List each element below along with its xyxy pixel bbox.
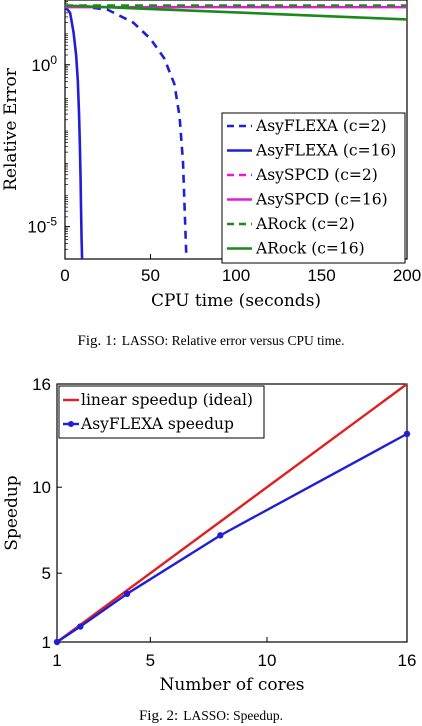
series-1-point [53, 638, 61, 646]
series-line-0 [65, 5, 188, 259]
chart-speedup: 1 5 10 16 1 5 10 16 Number of cores Speedup linear… [2, 375, 417, 695]
legend-label-4: ARock (c=2) [255, 215, 355, 233]
legend-label-1: AsyFLEXA speedup [80, 415, 234, 433]
series-1-point [217, 532, 224, 539]
y-tick-label: 1 [42, 633, 51, 652]
legend-label-2: AsySPCD (c=2) [255, 166, 378, 184]
x-tick-label: 200 [393, 266, 421, 285]
x-tick-label: 150 [307, 266, 335, 285]
x-tick-label: 16 [398, 651, 417, 670]
legend-box [221, 112, 406, 264]
y-tick-label: 16 [32, 375, 51, 394]
chart-relative-error: 0 50 100 150 200 100 10-5 CPU time (seconds) Rel… [1, 0, 421, 311]
legend-label-0: AsyFLEXA (c=2) [255, 117, 387, 135]
x-tick-label: 100 [222, 266, 250, 285]
x-tick-label: 50 [141, 266, 160, 285]
x-tick-label: 10 [258, 651, 277, 670]
legend-label-0: linear speedup (ideal) [81, 391, 253, 409]
x-tick-label: 0 [60, 266, 69, 285]
series-line-1 [65, 5, 84, 259]
x-tick-label: 1 [52, 651, 61, 670]
legend-label-5: ARock (c=16) [255, 240, 365, 258]
caption-fig1-body: LASSO: Relative error versus CPU time. [121, 333, 345, 348]
y-tick-label: 10-5 [27, 215, 57, 237]
x-tick-label: 5 [146, 651, 155, 670]
series-1-point [403, 430, 411, 438]
caption-fig1-prefix: Fig. 1: [77, 333, 117, 349]
y-axis-label: Speedup [2, 475, 22, 550]
caption-fig1: Fig. 1: LASSO: Relative error versus CPU… [0, 330, 422, 350]
legend-label-3: AsySPCD (c=16) [255, 191, 388, 209]
series-1-point [77, 623, 84, 630]
y-tick-label: 10 [32, 478, 51, 497]
caption-fig2-body: LASSO: Speedup. [183, 708, 284, 723]
y-tick-label: 100 [31, 53, 57, 75]
legend-marker-1 [68, 421, 74, 427]
caption-fig2-prefix: Fig. 2: [138, 708, 179, 724]
x-axis-label: Number of cores [159, 675, 304, 695]
caption-fig2: Fig. 2: LASSO: Speedup. [0, 705, 422, 725]
series-1-point [123, 590, 131, 598]
y-axis-label: Relative Error [1, 67, 21, 191]
series-line-1 [56, 432, 408, 643]
legend-label-1: AsyFLEXA (c=16) [255, 142, 396, 160]
x-axis-label: CPU time (seconds) [151, 291, 321, 311]
series-line-5 [65, 4, 407, 21]
y-tick-label: 5 [42, 564, 51, 583]
legend-box [58, 385, 265, 439]
plot-frame [56, 383, 408, 643]
series-line-0 [56, 383, 408, 643]
